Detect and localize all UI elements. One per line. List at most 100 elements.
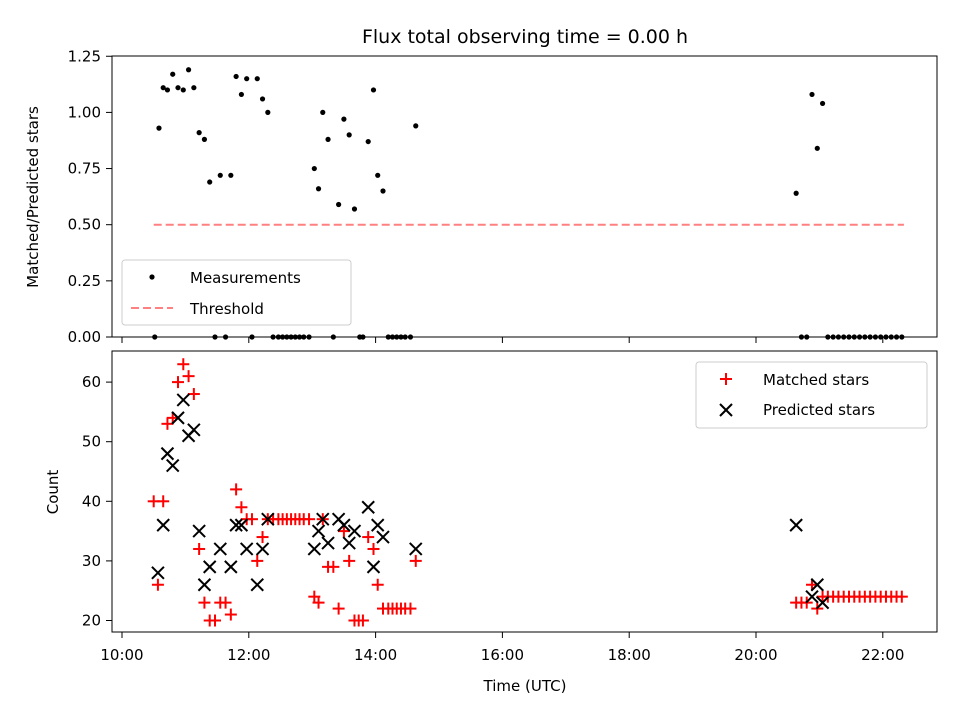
bottom-legend-box: [695, 361, 928, 429]
measurement-point: [164, 87, 171, 93]
measurement-point: [207, 179, 213, 185]
predicted-star-point: [409, 542, 423, 556]
matched-star-point: [409, 554, 422, 567]
measurement-point: [819, 100, 826, 107]
matched-star-point: [343, 554, 356, 567]
measurement-point: [346, 132, 352, 138]
bottom-y-tick-label: 20: [82, 612, 101, 630]
predicted-star-point: [261, 512, 275, 526]
top-legend: Measurements Threshold: [121, 259, 352, 326]
bottom-y-tick-label: 60: [82, 373, 101, 391]
bottom-legend: Matched stars Predicted stars: [695, 361, 928, 429]
matched-star-point: [151, 578, 164, 591]
matched-star-point: [157, 495, 170, 508]
measurement-point: [156, 125, 162, 131]
legend-matched-marker: [720, 373, 732, 385]
matched-star-point: [251, 554, 264, 567]
bottom-y-tick-label: 50: [82, 433, 101, 451]
measurement-point: [244, 76, 250, 82]
predicted-star-point: [202, 560, 217, 574]
measurement-point: [160, 85, 166, 91]
predicted-star-point: [224, 560, 238, 574]
measurement-point: [351, 206, 358, 212]
measurement-point: [325, 136, 331, 142]
measurement-point: [809, 91, 815, 98]
top-y-tick-label: 0.00: [68, 328, 101, 346]
measurement-point: [228, 172, 234, 178]
matched-star-point: [356, 614, 369, 627]
top-y-tick-label: 0.50: [68, 216, 101, 234]
measurement-point: [170, 71, 176, 77]
predicted-star-point: [192, 524, 206, 538]
top-y-axis-label: Matched/Predicted stars: [24, 106, 42, 288]
top-y-ticks: 0.00 0.25 0.50 0.75 1.00 1.25: [68, 47, 112, 346]
matched-star-point: [371, 578, 384, 591]
measurement-point: [380, 188, 386, 194]
bottom-y-ticks: 20 30 40 50 60: [82, 373, 112, 630]
predicted-star-point: [371, 518, 385, 532]
bottom-y-tick-label: 30: [82, 552, 101, 570]
x-tick-label: 14:00: [354, 646, 397, 664]
top-y-tick-label: 0.25: [68, 272, 101, 290]
predicted-star-point: [789, 518, 803, 532]
matched-star-point: [362, 531, 375, 544]
top-legend-box: [121, 259, 352, 326]
measurement-point: [238, 91, 245, 98]
predicted-star-point: [187, 423, 201, 437]
matched-star-point: [182, 370, 195, 383]
measurement-point: [793, 190, 799, 196]
matched-star-point: [219, 596, 232, 609]
legend-predicted-marker: [719, 403, 733, 417]
predicted-star-point: [805, 589, 819, 604]
predicted-star-point: [366, 560, 381, 574]
measurement-point: [191, 85, 197, 91]
top-x-ticks: [121, 337, 884, 343]
measurement-point: [233, 73, 239, 80]
measurement-point: [175, 85, 181, 91]
measurement-point: [320, 109, 326, 115]
predicted-star-point: [361, 500, 375, 514]
matched-star-point: [332, 602, 345, 615]
legend-measurements-label: Measurements: [190, 269, 301, 287]
measurement-point: [370, 87, 377, 93]
x-tick-label: 22:00: [861, 646, 904, 664]
x-tick-label: 20:00: [734, 646, 777, 664]
x-tick-label: 12:00: [227, 646, 270, 664]
measurement-point: [254, 76, 260, 82]
predicted-star-point: [156, 518, 170, 532]
top-panel: 0.00 0.25 0.50 0.75 1.00 1.25 Matched/Predict…: [24, 47, 938, 346]
measurement-point: [315, 186, 322, 192]
matched-star-point: [193, 542, 206, 555]
bottom-y-axis-label: Count: [44, 470, 62, 515]
matched-star-point: [337, 525, 350, 538]
predicted-star-point: [176, 393, 190, 407]
matched-star-point: [161, 417, 174, 430]
legend-predicted-label: Predicted stars: [763, 401, 875, 419]
matched-star-point: [177, 358, 190, 371]
bottom-plot-frame: [111, 350, 938, 633]
predicted-star-point: [255, 542, 270, 556]
predicted-star-point: [347, 524, 362, 538]
measurement-point: [185, 67, 192, 73]
x-axis-label: Time (UTC): [483, 677, 567, 695]
matched-star-point: [198, 596, 211, 609]
predicted-star-point: [376, 530, 390, 544]
top-y-tick-label: 1.25: [68, 47, 101, 65]
top-y-tick-label: 1.00: [68, 103, 101, 121]
bottom-marks: [147, 358, 908, 627]
predicted-star-point: [171, 411, 185, 425]
predicted-star-point: [321, 536, 335, 550]
measurement-point: [814, 145, 820, 151]
measurement-point: [365, 138, 371, 145]
matched-star-point: [230, 483, 243, 496]
predicted-star-point: [316, 512, 330, 526]
measurement-point: [259, 96, 266, 102]
predicted-star-point: [815, 595, 830, 610]
matched-star-point: [367, 542, 380, 555]
matched-star-point: [327, 560, 340, 573]
x-tick-label: 16:00: [481, 646, 524, 664]
predicted-star-point: [342, 536, 356, 550]
predicted-star-point: [250, 578, 264, 592]
bottom-x-ticks: 10:00 12:00 14:00 16:00 18:00 20:00 22:00: [100, 632, 904, 664]
predicted-star-point: [197, 578, 212, 592]
